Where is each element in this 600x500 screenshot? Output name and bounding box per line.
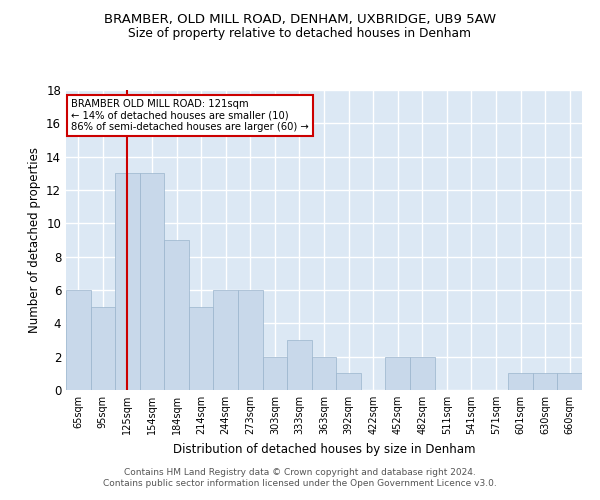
Bar <box>263 356 287 390</box>
Bar <box>140 174 164 390</box>
Bar <box>312 356 336 390</box>
X-axis label: Distribution of detached houses by size in Denham: Distribution of detached houses by size … <box>173 442 475 456</box>
Bar <box>410 356 434 390</box>
Bar <box>557 374 582 390</box>
Bar <box>214 290 238 390</box>
Bar <box>66 290 91 390</box>
Bar <box>508 374 533 390</box>
Text: Size of property relative to detached houses in Denham: Size of property relative to detached ho… <box>128 28 472 40</box>
Text: BRAMBER OLD MILL ROAD: 121sqm
← 14% of detached houses are smaller (10)
86% of s: BRAMBER OLD MILL ROAD: 121sqm ← 14% of d… <box>71 99 309 132</box>
Y-axis label: Number of detached properties: Number of detached properties <box>28 147 41 333</box>
Bar <box>385 356 410 390</box>
Bar <box>336 374 361 390</box>
Bar <box>91 306 115 390</box>
Bar <box>115 174 140 390</box>
Bar <box>164 240 189 390</box>
Bar <box>238 290 263 390</box>
Text: BRAMBER, OLD MILL ROAD, DENHAM, UXBRIDGE, UB9 5AW: BRAMBER, OLD MILL ROAD, DENHAM, UXBRIDGE… <box>104 12 496 26</box>
Text: Contains HM Land Registry data © Crown copyright and database right 2024.
Contai: Contains HM Land Registry data © Crown c… <box>103 468 497 487</box>
Bar <box>533 374 557 390</box>
Bar <box>189 306 214 390</box>
Bar <box>287 340 312 390</box>
